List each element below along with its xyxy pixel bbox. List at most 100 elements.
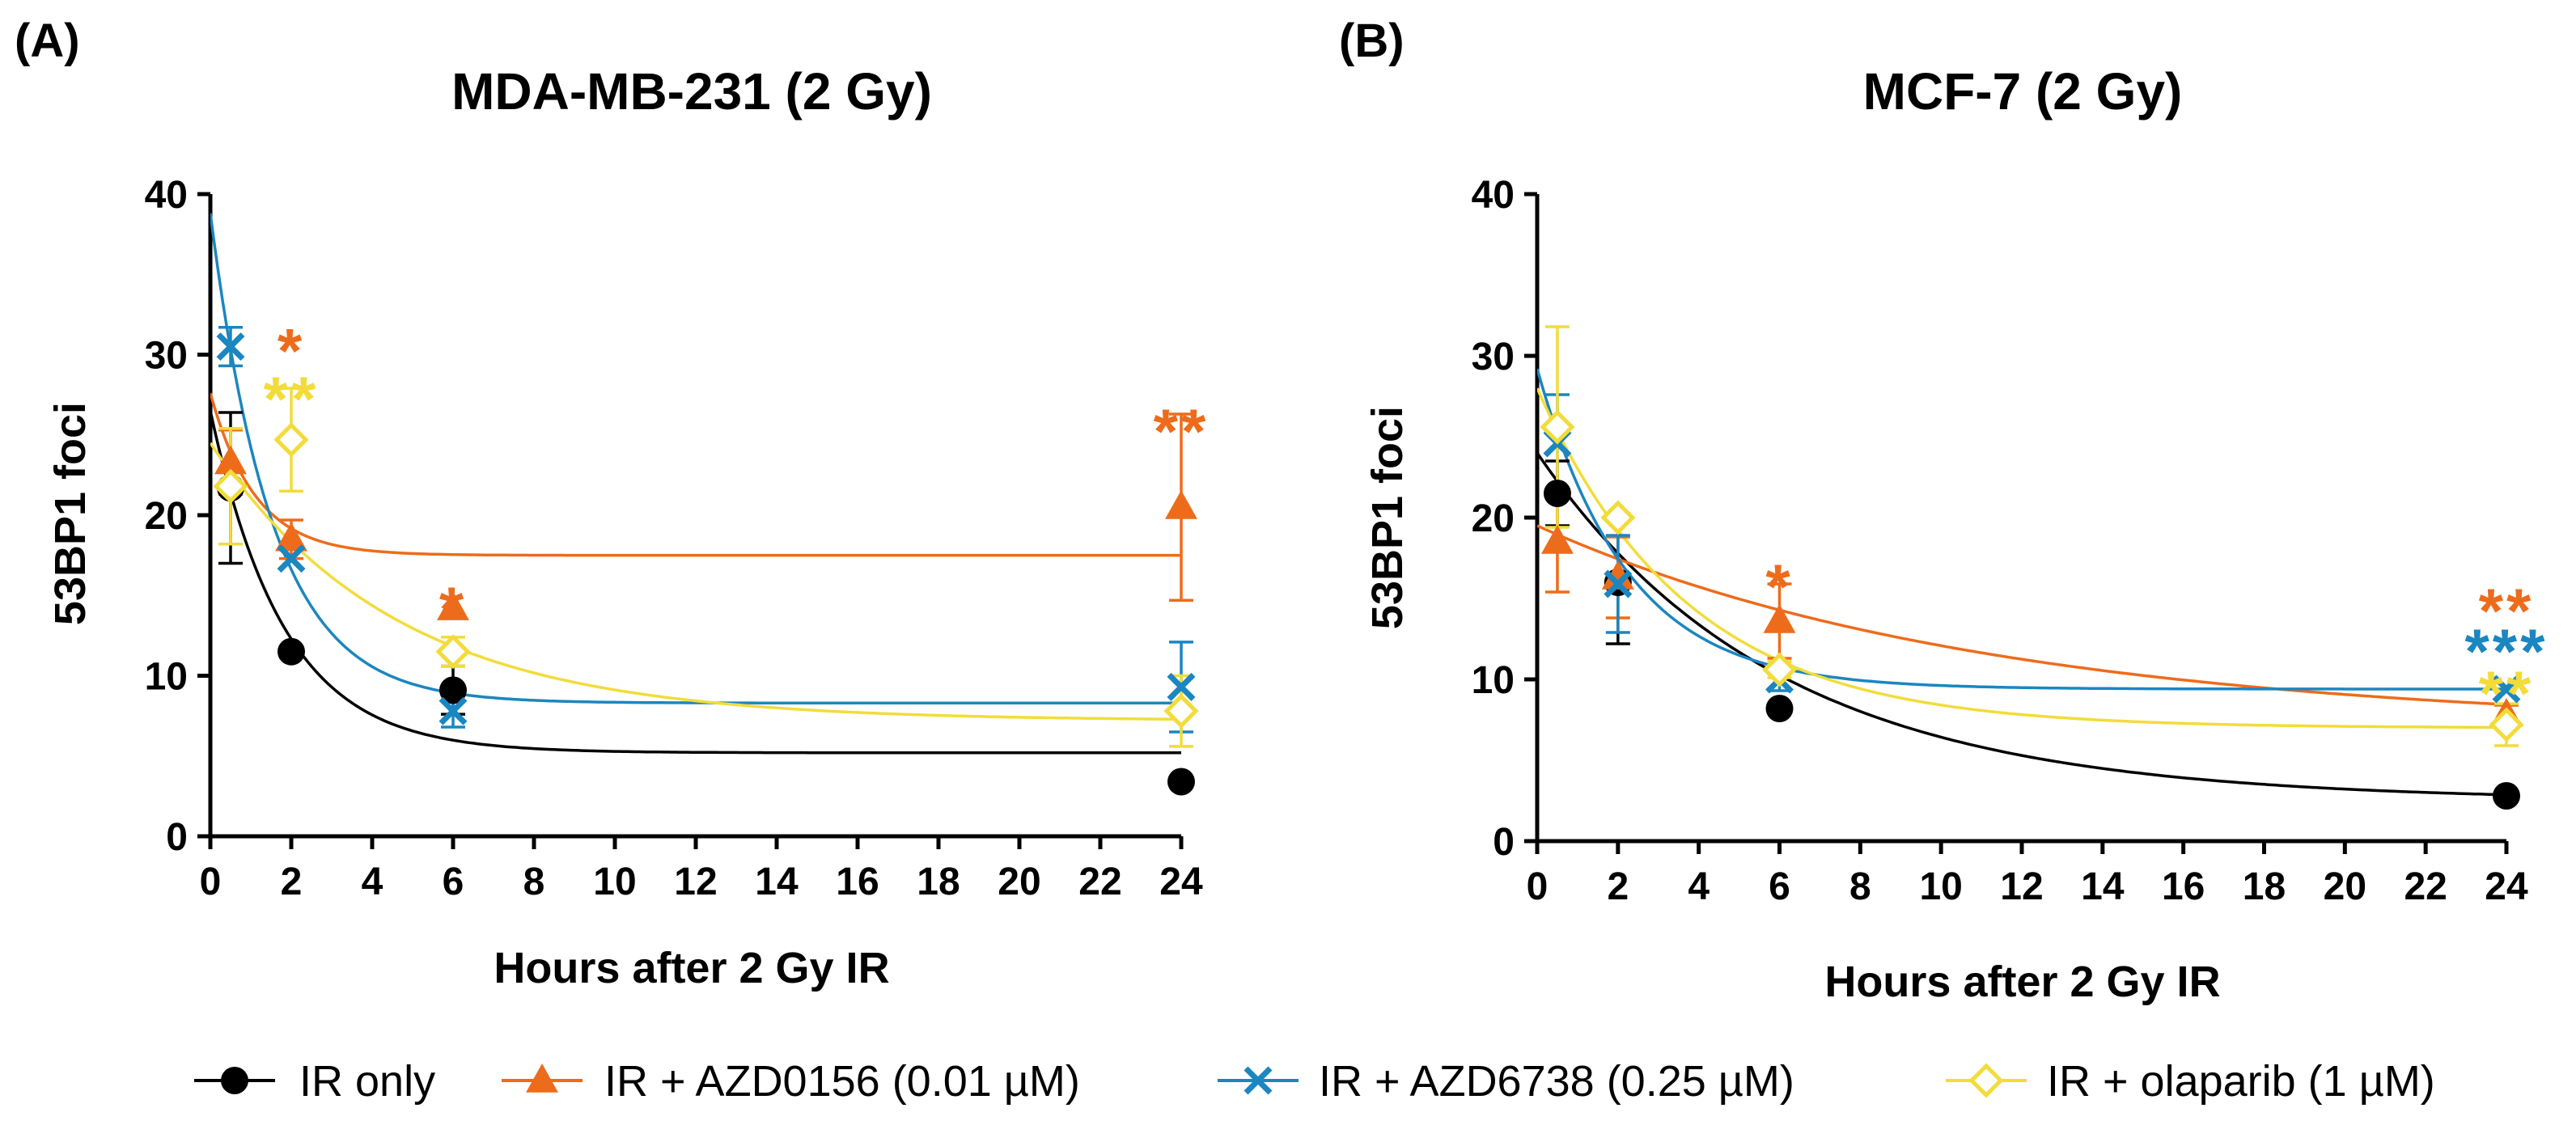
data-point-azd6738 bbox=[2492, 675, 2521, 704]
legend-marker-ir-only bbox=[221, 1067, 248, 1094]
data-point-azd6738 bbox=[1604, 569, 1633, 598]
fit-curve-olaparib bbox=[1537, 387, 2507, 730]
x-tick-label: 6 bbox=[1769, 865, 1790, 908]
data-point-azd6738 bbox=[1167, 672, 1196, 701]
data-point-olaparib bbox=[1163, 693, 1199, 729]
data-point-ir-only bbox=[1765, 695, 1794, 722]
x-tick-label: 22 bbox=[1078, 861, 1121, 903]
data-point-olaparib bbox=[435, 634, 471, 670]
fit-curve-azd6738 bbox=[210, 213, 1181, 704]
legend-label-olaparib: IR + olaparib (1 µM) bbox=[2047, 1057, 2435, 1106]
fit-curve-azd6738 bbox=[1537, 368, 2506, 691]
x-tick-label: 14 bbox=[755, 861, 799, 903]
x-tick-label: 20 bbox=[998, 861, 1040, 903]
legend-label-ir-only: IR only bbox=[299, 1057, 435, 1106]
significance-star: ** bbox=[264, 363, 320, 434]
x-tick-label: 14 bbox=[2081, 865, 2125, 908]
x-tick-label: 2 bbox=[281, 861, 303, 903]
y-tick-label: 10 bbox=[1472, 659, 1515, 702]
data-point-azd0156 bbox=[1763, 604, 1796, 633]
legend-item-olaparib: IR + olaparib (1 µM) bbox=[1946, 1057, 2435, 1106]
data-point-azd6738 bbox=[439, 696, 468, 725]
y-tick-label: 0 bbox=[1493, 821, 1515, 864]
data-point-azd6738 bbox=[277, 544, 306, 573]
x-tick-label: 0 bbox=[200, 861, 222, 903]
data-point-olaparib bbox=[213, 468, 248, 504]
x-tick-label: 18 bbox=[917, 861, 960, 903]
legend: IR only IR + AZD0156 (0.01 µM) IR + AZD6… bbox=[194, 1057, 2435, 1106]
data-point-azd6738 bbox=[216, 332, 245, 362]
x-tick-label: 8 bbox=[1849, 865, 1871, 908]
x-tick-label: 16 bbox=[2162, 865, 2205, 908]
x-tick-label: 6 bbox=[443, 861, 464, 903]
x-tick-label: 22 bbox=[2404, 865, 2447, 908]
data-point-olaparib bbox=[1600, 500, 1636, 535]
data-point-olaparib bbox=[1761, 652, 1798, 687]
y-tick-label: 30 bbox=[1472, 336, 1515, 379]
y-tick-label: 20 bbox=[145, 495, 188, 538]
data-point-ir-only bbox=[1167, 768, 1195, 796]
significance-star: *** bbox=[2464, 615, 2548, 687]
significance-star: * bbox=[278, 315, 305, 387]
x-tick-label: 20 bbox=[2324, 865, 2366, 908]
x-tick-label: 10 bbox=[593, 861, 636, 903]
legend-marker-azd6738 bbox=[1244, 1066, 1273, 1095]
y-tick-label: 40 bbox=[145, 174, 188, 217]
significance-star: ** bbox=[2479, 658, 2535, 729]
legend-item-azd6738: IR + AZD6738 (0.25 µM) bbox=[1218, 1057, 1794, 1106]
data-point-azd0156 bbox=[1601, 560, 1634, 590]
panel-a-label: (A) bbox=[15, 15, 80, 67]
y-tick-label: 40 bbox=[1472, 174, 1515, 217]
legend-label-azd6738: IR + AZD6738 (0.25 µM) bbox=[1319, 1057, 1794, 1106]
panel-a-xlabel: Hours after 2 Gy IR bbox=[494, 944, 889, 992]
y-tick-label: 30 bbox=[145, 335, 188, 378]
x-tick-label: 10 bbox=[1919, 865, 1962, 908]
significance-star: * bbox=[439, 573, 467, 645]
significance-star: ** bbox=[1154, 395, 1210, 467]
data-point-azd0156 bbox=[1165, 490, 1197, 519]
data-point-olaparib bbox=[273, 422, 309, 458]
y-tick-label: 0 bbox=[166, 816, 188, 859]
data-point-ir-only bbox=[2493, 782, 2520, 810]
fit-curve-azd0156 bbox=[1537, 524, 2507, 706]
x-tick-label: 8 bbox=[523, 861, 545, 903]
x-tick-label: 12 bbox=[674, 861, 717, 903]
data-point-ir-only bbox=[1543, 480, 1571, 507]
fit-curve-olaparib bbox=[210, 442, 1181, 721]
panel-a-title: MDA-MB-231 (2 Gy) bbox=[451, 62, 932, 121]
panel-b-title: MCF-7 (2 Gy) bbox=[1863, 62, 2183, 121]
fit-curve-ir-only bbox=[1537, 452, 2507, 797]
legend-marker-azd0156 bbox=[526, 1064, 558, 1093]
y-tick-label: 10 bbox=[145, 656, 188, 699]
data-point-azd0156 bbox=[275, 522, 307, 552]
legend-marker-olaparib bbox=[1968, 1063, 2004, 1098]
panel-a-ylabel: 53BP1 foci bbox=[46, 402, 95, 625]
x-tick-label: 16 bbox=[836, 861, 879, 903]
data-point-olaparib bbox=[1540, 409, 1575, 445]
x-tick-label: 12 bbox=[2000, 865, 2043, 908]
fit-curve-ir-only bbox=[210, 410, 1181, 755]
significance-star: * bbox=[1765, 551, 1793, 622]
legend-item-azd0156: IR + AZD0156 (0.01 µM) bbox=[502, 1057, 1080, 1106]
x-tick-label: 4 bbox=[362, 861, 383, 903]
x-tick-label: 18 bbox=[2243, 865, 2286, 908]
data-point-azd0156 bbox=[437, 591, 469, 620]
significance-star: ** bbox=[2479, 575, 2535, 646]
legend-item-ir-only: IR only bbox=[194, 1057, 435, 1106]
x-tick-label: 4 bbox=[1688, 865, 1710, 908]
x-tick-label: 24 bbox=[1159, 861, 1203, 903]
panel-b-ylabel: 53BP1 foci bbox=[1363, 406, 1412, 629]
fit-curve-azd0156 bbox=[210, 392, 1181, 557]
x-tick-label: 0 bbox=[1527, 865, 1549, 908]
x-tick-label: 24 bbox=[2485, 865, 2528, 908]
x-tick-label: 2 bbox=[1607, 865, 1629, 908]
panel-b-label: (B) bbox=[1339, 15, 1405, 67]
panel-b-xlabel: Hours after 2 Gy IR bbox=[1824, 958, 2220, 1006]
data-point-olaparib bbox=[2489, 707, 2524, 742]
data-point-ir-only bbox=[439, 676, 467, 704]
data-point-azd0156 bbox=[1541, 525, 1574, 554]
data-point-azd0156 bbox=[214, 445, 247, 475]
